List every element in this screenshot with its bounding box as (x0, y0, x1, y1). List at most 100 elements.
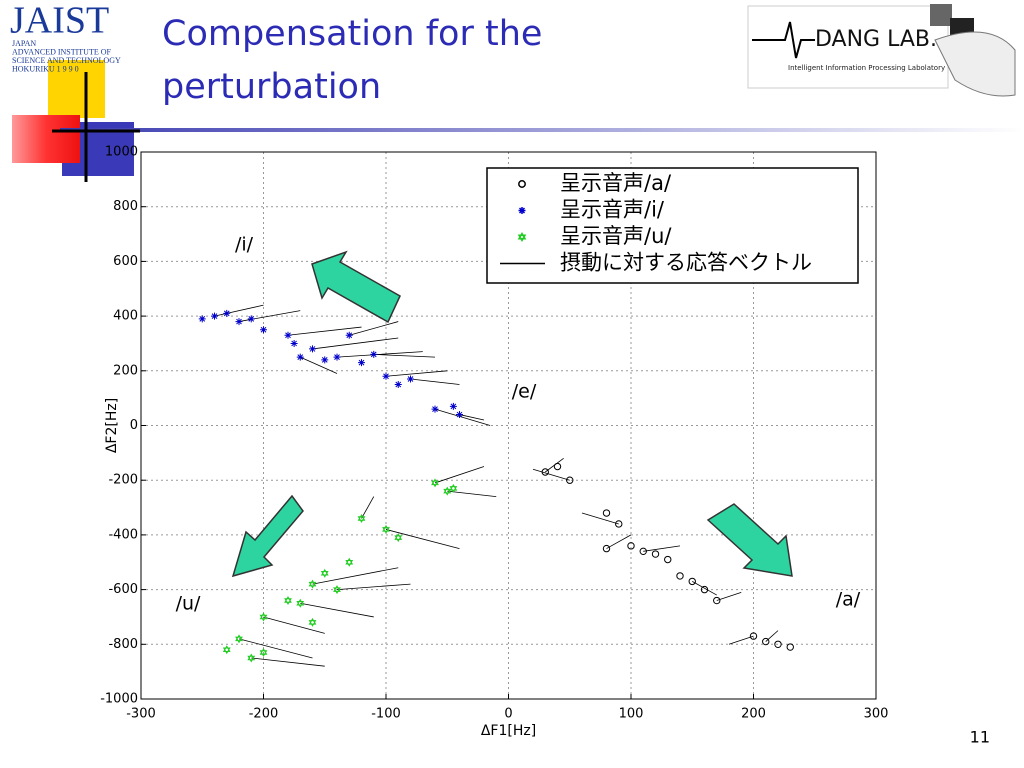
lab-logo-face (934, 31, 1016, 97)
response-vector (434, 466, 485, 484)
lab-logo-subtitle: Intelligent Information Processing Labol… (788, 64, 945, 72)
response-vector (312, 567, 399, 585)
y-tick-label: 600 (113, 254, 138, 269)
arrow-u (231, 494, 304, 578)
point (333, 585, 341, 595)
x-axis-label: ΔF1[Hz] (481, 723, 536, 739)
point (627, 542, 635, 550)
point (541, 468, 549, 476)
point (345, 331, 353, 339)
jaist-logo: JAIST (10, 0, 109, 42)
response-vector (692, 581, 717, 596)
point (456, 411, 463, 419)
point (308, 617, 317, 627)
x-tick-label: -200 (249, 707, 279, 722)
point (284, 596, 292, 606)
y-tick-label: -1000 (100, 692, 138, 707)
y-tick-label: 0 (130, 418, 138, 433)
point (566, 476, 574, 484)
x-tick-label: 200 (741, 707, 766, 722)
response-vector (238, 310, 301, 322)
point (309, 345, 316, 353)
point (382, 524, 390, 534)
legend-marker (518, 207, 526, 214)
jaist-logo-line: SCIENCE AND TECHNOLOGY (12, 56, 121, 65)
response-vector (349, 321, 399, 336)
y-tick-label: -800 (108, 637, 138, 652)
point (713, 596, 721, 605)
point (259, 648, 268, 658)
jaist-logo-line: JAPAN (12, 39, 36, 48)
point (320, 568, 329, 578)
point (370, 350, 378, 358)
legend-box (486, 167, 859, 284)
response-vector (214, 304, 264, 317)
plot-frame (140, 151, 877, 700)
point (211, 312, 218, 320)
legend-label: 呈示音声/i/ (560, 198, 665, 222)
point (259, 612, 268, 622)
point (449, 402, 457, 410)
point (688, 577, 696, 586)
y-tick-label: -200 (108, 473, 138, 488)
legend-label: 摂動に対する応答ベクトル (560, 251, 812, 275)
annotation: /i/ (235, 234, 254, 256)
annotation: /e/ (512, 381, 537, 403)
jaist-logo-line: HOKURIKU 1 9 9 0 (12, 64, 79, 73)
point (321, 356, 329, 364)
x-tick-label: 100 (619, 707, 644, 722)
y-tick-label: 800 (113, 199, 138, 214)
response-vector (606, 534, 632, 549)
legend-label: 呈示音声/u/ (560, 224, 672, 248)
x-tick-label: 300 (864, 707, 889, 722)
point (235, 318, 243, 326)
point (602, 509, 611, 517)
point (774, 640, 782, 648)
point (394, 380, 402, 388)
point (284, 331, 292, 339)
lab-logo-square (930, 4, 952, 26)
point (235, 634, 243, 644)
point (407, 375, 414, 383)
point (431, 478, 439, 488)
response-vector (434, 408, 491, 426)
point (296, 353, 304, 361)
point (290, 339, 298, 347)
point (443, 486, 452, 496)
arrow-a (706, 503, 793, 577)
lab-logo-pulse (752, 21, 815, 59)
response-vector (287, 326, 362, 336)
x-tick-label: -100 (371, 707, 401, 722)
arrow-i (311, 250, 401, 324)
x-tick-label: 0 (504, 707, 512, 722)
response-vector (532, 468, 570, 481)
response-vector (447, 490, 497, 498)
header-rule (60, 128, 1024, 132)
point (615, 520, 623, 528)
response-vector (643, 545, 681, 552)
point (247, 653, 256, 663)
point (382, 372, 390, 380)
response-vector (300, 602, 374, 618)
point (394, 533, 403, 543)
y-tick-label: 400 (113, 309, 138, 324)
y-tick-label: 1000 (105, 145, 138, 160)
point (260, 326, 267, 334)
point (296, 598, 305, 608)
point (198, 315, 206, 323)
point (749, 632, 758, 640)
response-vector (336, 583, 411, 590)
point (247, 315, 255, 323)
jaist-logo-line: ADVANCED INSTITUTE OF (12, 47, 112, 56)
response-vector (765, 630, 779, 642)
point (651, 550, 660, 558)
lab-logo-name: DANG LAB. (815, 27, 937, 52)
point (602, 544, 611, 553)
response-vector (238, 638, 313, 659)
response-vector (385, 529, 460, 549)
y-tick-label: 200 (113, 363, 138, 378)
point (762, 637, 770, 646)
point (345, 557, 354, 567)
